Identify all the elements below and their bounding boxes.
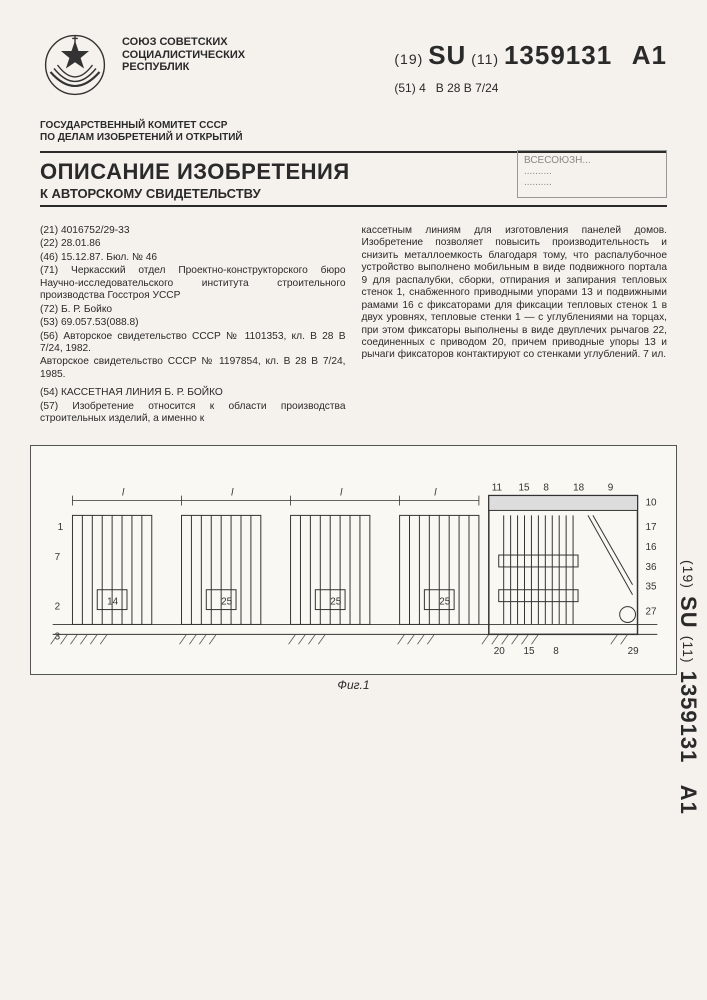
committee-line: ПО ДЕЛАМ ИЗОБРЕТЕНИЙ И ОТКРЫТИЙ <box>40 132 667 144</box>
svg-text:15: 15 <box>519 482 531 493</box>
svg-text:2: 2 <box>55 601 61 612</box>
svg-text:7: 7 <box>55 552 61 563</box>
publication-codes: (19) SU (11) 1359131 A1 (51) 4 B 28 B 7/… <box>394 40 667 95</box>
org-line: СОЮЗ СОВЕТСКИХ <box>122 36 245 49</box>
library-stamp: ВСЕСОЮЗН... .......... .......... <box>517 150 667 198</box>
body-columns: (21) 4016752/29-33 (22) 28.01.86 (46) 15… <box>40 225 667 427</box>
side-number: 1359131 <box>676 671 701 764</box>
svg-text:29: 29 <box>628 646 640 657</box>
biblio-21: (21) 4016752/29-33 <box>40 225 346 237</box>
biblio-53: (53) 69.057.53(088.8) <box>40 317 346 329</box>
svg-text:36: 36 <box>645 561 657 572</box>
divider <box>40 205 667 207</box>
stamp-line: .......... <box>524 177 660 188</box>
side-patent-label: (19) SU (11) 1359131 A1 <box>675 560 701 815</box>
biblio-54: (54) КАССЕТНАЯ ЛИНИЯ Б. Р. БОЙКО <box>40 387 346 399</box>
biblio-71: (71) Черкасский отдел Проектно-конструкт… <box>40 265 346 302</box>
org-name: СОЮЗ СОВЕТСКИХ СОЦИАЛИСТИЧЕСКИХ РЕСПУБЛИ… <box>122 36 245 74</box>
biblio-56a: (56) Авторское свидетельство СССР № 1101… <box>40 331 346 356</box>
class-prefix: (51) 4 <box>394 81 425 95</box>
svg-text:l: l <box>340 487 343 498</box>
org-line: РЕСПУБЛИК <box>122 61 245 74</box>
code-suffix: A1 <box>632 40 667 70</box>
code-mid: (11) <box>471 51 499 67</box>
su-code-line: (19) SU (11) 1359131 A1 <box>394 40 667 71</box>
committee-line: ГОСУДАРСТВЕННЫЙ КОМИТЕТ СССР <box>40 120 667 132</box>
side-suffix: A1 <box>676 785 701 815</box>
svg-text:l: l <box>231 487 234 498</box>
side-prefix: (19) <box>680 560 696 589</box>
biblio-72: (72) Б. Р. Бойко <box>40 304 346 316</box>
stamp-line: .......... <box>524 166 660 177</box>
svg-text:15: 15 <box>524 646 536 657</box>
svg-text:8: 8 <box>543 482 549 493</box>
code-su: SU <box>428 40 466 70</box>
code-prefix: (19) <box>394 51 423 67</box>
svg-text:10: 10 <box>645 497 657 508</box>
svg-text:3: 3 <box>55 631 61 642</box>
biblio-46: (46) 15.12.87. Бюл. № 46 <box>40 252 346 264</box>
class-code: B 28 B 7/24 <box>436 81 499 95</box>
abstract-text: кассетным линиям для изготовления панеле… <box>362 225 668 362</box>
svg-text:18: 18 <box>573 482 585 493</box>
svg-text:17: 17 <box>645 522 657 533</box>
right-column: кассетным линиям для изготовления панеле… <box>362 225 668 427</box>
svg-text:11: 11 <box>492 482 503 493</box>
svg-text:14: 14 <box>107 596 119 607</box>
svg-text:l: l <box>122 487 125 498</box>
committee-name: ГОСУДАРСТВЕННЫЙ КОМИТЕТ СССР ПО ДЕЛАМ ИЗ… <box>40 120 667 143</box>
svg-text:27: 27 <box>645 606 657 617</box>
svg-text:1: 1 <box>58 522 64 533</box>
svg-text:25: 25 <box>439 596 451 607</box>
svg-text:25: 25 <box>330 596 342 607</box>
state-emblem-icon <box>40 30 110 100</box>
svg-text:20: 20 <box>494 646 506 657</box>
side-mid: (11) <box>680 636 696 664</box>
stamp-line: ВСЕСОЮЗН... <box>524 155 660 166</box>
svg-text:25: 25 <box>221 596 233 607</box>
ipc-class: (51) 4 B 28 B 7/24 <box>394 81 667 95</box>
org-line: СОЦИАЛИСТИЧЕСКИХ <box>122 49 245 62</box>
figure-1: l l l l 1 7 2 3 14 25 25 25 11 15 8 18 9… <box>30 445 677 675</box>
side-su: SU <box>676 596 701 629</box>
patent-number: 1359131 <box>504 40 612 70</box>
figure-caption: Фиг.1 <box>0 678 707 692</box>
biblio-56b: Авторское свидетельство СССР № 1197854, … <box>40 356 346 381</box>
header: СОЮЗ СОВЕТСКИХ СОЦИАЛИСТИЧЕСКИХ РЕСПУБЛИ… <box>0 0 707 110</box>
left-column: (21) 4016752/29-33 (22) 28.01.86 (46) 15… <box>40 225 346 427</box>
biblio-22: (22) 28.01.86 <box>40 238 346 250</box>
biblio-57-start: (57) Изобретение относится к области про… <box>40 401 346 426</box>
technical-drawing: l l l l 1 7 2 3 14 25 25 25 11 15 8 18 9… <box>31 446 676 674</box>
svg-text:9: 9 <box>608 482 614 493</box>
svg-text:35: 35 <box>645 581 657 592</box>
svg-text:16: 16 <box>645 542 657 553</box>
svg-text:8: 8 <box>553 646 559 657</box>
svg-text:l: l <box>434 487 437 498</box>
